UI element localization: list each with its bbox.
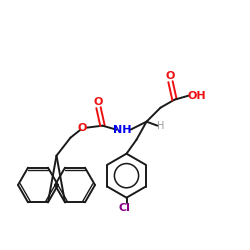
Text: O: O (94, 97, 103, 107)
Text: NH: NH (113, 125, 132, 135)
Text: O: O (78, 123, 87, 133)
Text: Cl: Cl (118, 203, 130, 213)
Text: H: H (157, 121, 164, 131)
Text: OH: OH (187, 91, 206, 101)
Text: O: O (166, 71, 175, 81)
